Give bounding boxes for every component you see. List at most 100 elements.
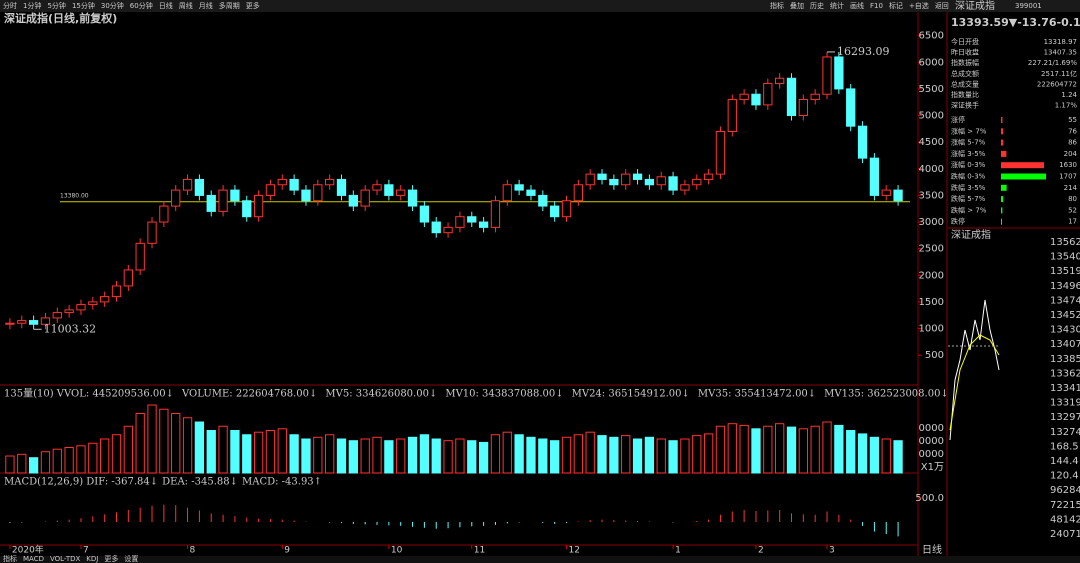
volume-indicator: MV5: 334626080.00↓ <box>325 389 437 400</box>
bottom-tab[interactable]: KDJ <box>86 555 98 563</box>
toolbar-button[interactable]: F10 <box>870 2 883 10</box>
stat-label: 昨日收盘 <box>951 48 979 57</box>
mini-axis-label: 96284 <box>1050 485 1080 496</box>
candle-body <box>514 184 524 191</box>
candle-body <box>538 194 548 207</box>
candle-body <box>739 93 749 101</box>
volume-bar <box>171 413 181 474</box>
candle-body <box>52 312 62 319</box>
breadth-bar <box>1001 128 1004 135</box>
y-tick-label: 2000 <box>919 270 944 281</box>
volume-bar <box>680 438 690 474</box>
candle-body <box>751 93 761 106</box>
toolbar-button[interactable]: 统计 <box>830 1 844 10</box>
toolbar-button[interactable]: 画线 <box>850 1 864 10</box>
stat-value: 222604772 <box>1037 80 1077 88</box>
stat-value: 2517.11亿 <box>1041 69 1077 78</box>
volume-bar <box>111 434 122 474</box>
toolbar-button[interactable]: 叠加 <box>790 1 804 10</box>
toolbar-button[interactable]: 15分钟 <box>72 1 95 10</box>
candle-body <box>550 205 560 218</box>
toolbar-button[interactable]: 更多 <box>246 1 260 10</box>
toolbar-button[interactable]: 日线 <box>159 1 173 10</box>
candle-body <box>786 77 797 117</box>
candle-body <box>313 184 323 202</box>
stat-label: 总成交额 <box>951 69 979 78</box>
breadth-label: 跌幅 > 7% <box>951 205 987 214</box>
toolbar-button[interactable]: 周线 <box>179 1 193 10</box>
breadth-bar <box>1001 117 1003 123</box>
macd-tick-label: 500.0 <box>915 493 944 504</box>
volume-bar <box>28 457 39 474</box>
mini-axis-label: 13474 <box>1050 295 1080 306</box>
volume-bar <box>585 431 595 474</box>
volume-bar <box>798 428 808 474</box>
volume-bar <box>739 424 749 474</box>
toolbar-button[interactable]: +自选 <box>909 1 929 10</box>
volume-bar <box>88 442 98 474</box>
candle-body <box>135 242 145 271</box>
bottom-tab[interactable]: MACD <box>23 555 44 563</box>
toolbar-button[interactable]: 标记 <box>889 1 903 10</box>
volume-bar <box>218 425 228 474</box>
volume-bar <box>419 434 430 474</box>
candle-body <box>88 301 98 306</box>
volume-bar <box>692 435 702 474</box>
volume-bar <box>846 430 856 474</box>
volume-bar <box>609 436 619 474</box>
breadth-label: 涨幅 > 7% <box>951 126 987 135</box>
toolbar-button[interactable]: 5分钟 <box>47 1 65 10</box>
candle-body <box>325 178 335 186</box>
volume-bar <box>100 438 110 474</box>
candle-body <box>171 189 181 207</box>
toolbar-button[interactable]: 分时 <box>3 1 17 10</box>
toolbar-button[interactable]: 历史 <box>810 1 824 10</box>
toolbar-button[interactable]: 60分钟 <box>130 1 153 10</box>
volume-bar <box>5 455 15 474</box>
x-tick-label: 2 <box>758 546 764 556</box>
volume-bar <box>407 436 418 474</box>
candle-body <box>692 178 702 186</box>
breadth-count: 214 <box>1064 184 1078 192</box>
mini-axis-label: 13562 <box>1050 237 1080 248</box>
volume-bar <box>372 436 382 474</box>
candle-body <box>715 131 726 175</box>
candle-body <box>336 178 347 196</box>
toolbar-button[interactable]: 月线 <box>199 1 213 10</box>
toolbar-button[interactable]: 30分钟 <box>101 1 124 10</box>
toolbar-button[interactable]: 多周期 <box>219 1 240 10</box>
breadth-bar <box>1001 139 1004 146</box>
side-code: 399001 <box>1015 2 1042 10</box>
y-tick-label: 6500 <box>919 31 944 42</box>
side-name: 深证成指 <box>955 0 995 12</box>
volume-bar <box>478 441 489 474</box>
bottom-tab[interactable]: 更多 <box>104 554 118 563</box>
stat-label: 指数量比 <box>951 90 979 99</box>
candle-body <box>526 189 536 196</box>
x-tick-label: 1 <box>675 546 681 556</box>
candle-body <box>17 320 27 324</box>
toolbar-button[interactable]: 1分钟 <box>23 1 41 10</box>
y-tick-label: 1500 <box>919 297 944 308</box>
candle-body <box>206 194 216 212</box>
breadth-bar <box>1001 150 1007 157</box>
volume-bar <box>76 445 86 474</box>
x-tick-label: 11 <box>474 546 485 556</box>
y-tick-label: 5500 <box>919 84 944 95</box>
toolbar-button[interactable]: 返回 <box>935 2 949 10</box>
volume-bar <box>230 430 240 474</box>
mini-axis-label: 13341 <box>1050 383 1080 394</box>
bottom-tab[interactable]: 指标 <box>3 554 17 563</box>
stat-label: 今日开盘 <box>951 37 979 46</box>
side-quote: 13393.59▼-13.76-0.10% <box>951 16 1080 29</box>
volume-axis-label: 0000 <box>919 423 944 434</box>
breadth-count: 17 <box>1068 218 1077 226</box>
bottom-tab[interactable]: 设置 <box>124 554 138 563</box>
volume-bar <box>810 425 820 474</box>
toolbar-button[interactable]: 指标 <box>770 1 784 10</box>
volume-bar <box>573 434 583 474</box>
volume-bar <box>40 451 51 474</box>
x-tick-label: 8 <box>190 546 196 556</box>
mini-axis-label: 13519 <box>1050 266 1080 277</box>
bottom-tab[interactable]: VOL-TDX <box>50 555 81 563</box>
